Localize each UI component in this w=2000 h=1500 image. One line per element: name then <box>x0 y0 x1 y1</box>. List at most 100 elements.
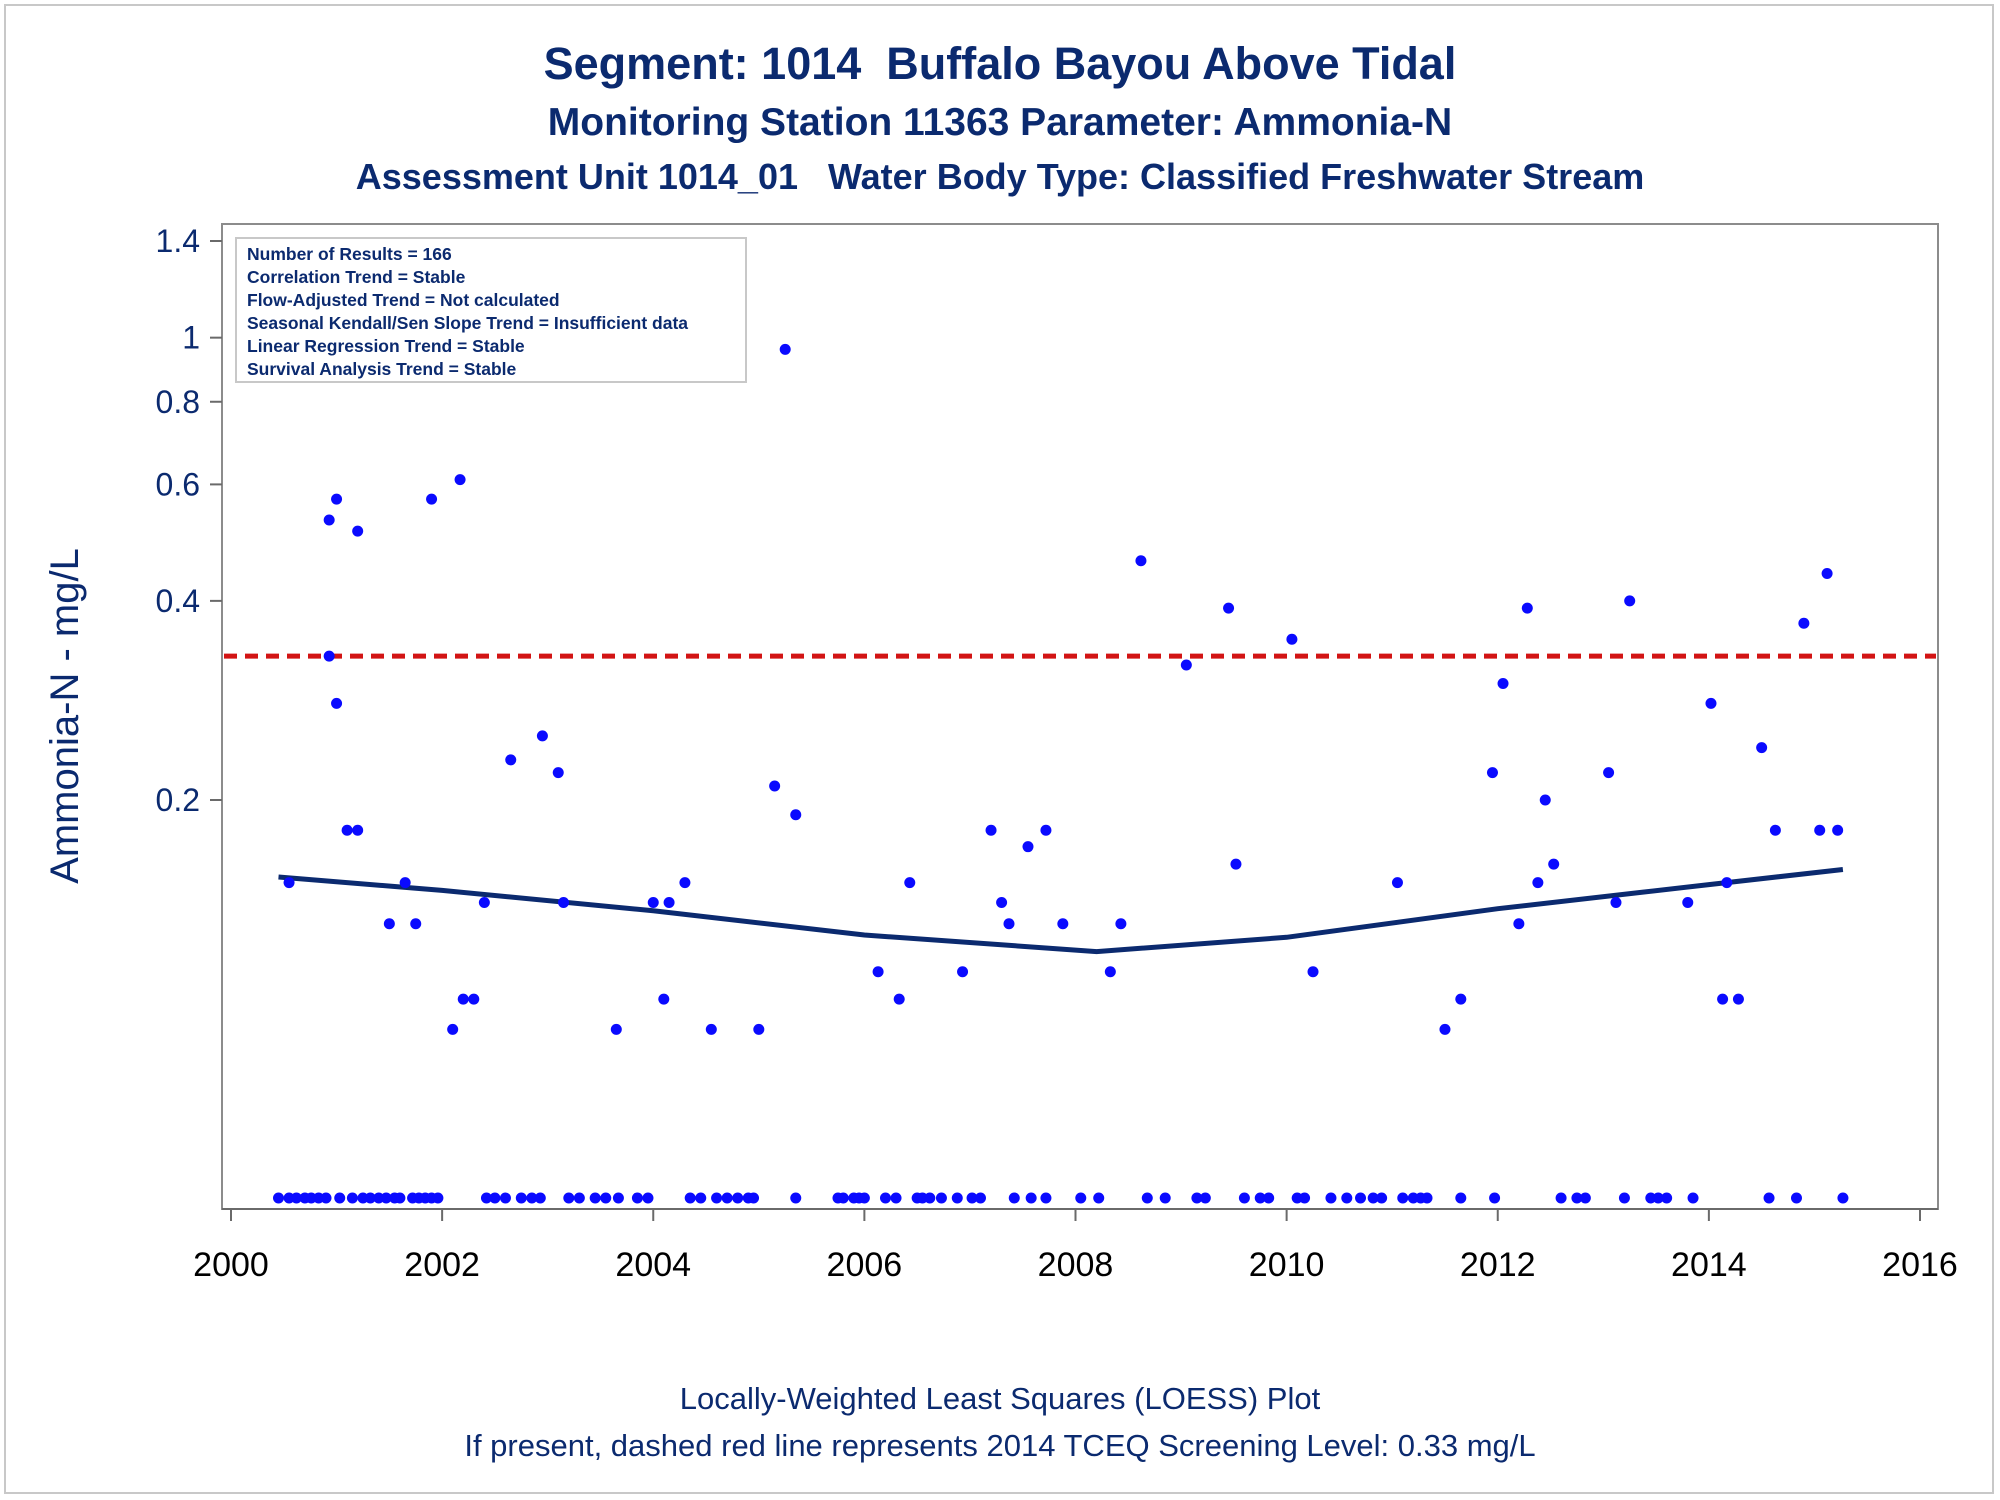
chart-subtitle-2: Assessment Unit 1014_01 Water Body Type:… <box>355 156 1645 197</box>
censored-point <box>837 1192 849 1204</box>
data-point <box>536 730 548 742</box>
censored-point <box>1238 1192 1250 1204</box>
data-point <box>1497 678 1509 690</box>
censored-point <box>1325 1192 1337 1204</box>
censored-point <box>684 1192 696 1204</box>
data-point <box>426 493 438 505</box>
data-point <box>779 343 791 355</box>
data-point <box>1022 841 1034 853</box>
censored-point <box>966 1192 978 1204</box>
data-point <box>478 896 490 908</box>
data-point <box>1486 767 1498 779</box>
censored-point <box>1376 1192 1388 1204</box>
censored-point <box>600 1192 612 1204</box>
data-point <box>1223 602 1235 614</box>
censored-point <box>1263 1192 1275 1204</box>
data-point <box>457 993 469 1005</box>
data-point <box>331 697 343 709</box>
censored-point <box>364 1192 376 1204</box>
censored-point <box>563 1192 575 1204</box>
y-tick-label: 0.6 <box>156 466 200 502</box>
censored-point <box>721 1192 733 1204</box>
data-point <box>1521 602 1533 614</box>
stats-lines: Number of Results = 166 Correlation Trend… <box>247 244 688 379</box>
censored-point <box>1075 1192 1087 1204</box>
data-point <box>1798 617 1810 629</box>
x-tick-label: 2010 <box>1249 1246 1325 1284</box>
censored-point <box>1661 1192 1673 1204</box>
censored-point <box>273 1192 285 1204</box>
data-point <box>1532 877 1544 889</box>
y-tick-label: 0.4 <box>156 583 200 619</box>
censored-point <box>1355 1192 1367 1204</box>
censored-points <box>273 1192 1849 1204</box>
y-tick-label: 1 <box>182 320 200 356</box>
data-point <box>352 525 364 537</box>
censored-point <box>1618 1192 1630 1204</box>
censored-point <box>432 1192 444 1204</box>
censored-point <box>951 1192 963 1204</box>
data-point <box>383 918 395 930</box>
censored-point <box>1421 1192 1433 1204</box>
stats-line: Correlation Trend = Stable <box>247 267 466 287</box>
data-point <box>904 877 916 889</box>
data-point <box>1732 993 1744 1005</box>
x-tick-label: 2008 <box>1038 1246 1114 1284</box>
censored-point <box>394 1192 406 1204</box>
data-point <box>753 1023 765 1035</box>
data-point <box>558 896 570 908</box>
censored-point <box>879 1192 891 1204</box>
censored-point <box>1341 1192 1353 1204</box>
censored-point <box>790 1192 802 1204</box>
x-tick-label: 2016 <box>1882 1246 1958 1284</box>
data-point <box>1821 568 1833 580</box>
data-point <box>1756 742 1768 754</box>
x-tick-label: 2004 <box>615 1246 691 1284</box>
data-point <box>705 1023 717 1035</box>
data-point <box>552 767 564 779</box>
stats-line: Number of Results = 166 <box>247 244 452 264</box>
data-point <box>1513 918 1525 930</box>
x-tick-label: 2002 <box>404 1246 480 1284</box>
censored-point <box>1687 1192 1699 1204</box>
censored-point <box>924 1192 936 1204</box>
data-points <box>283 243 1844 1035</box>
censored-point <box>1455 1192 1467 1204</box>
chart-subtitle: Monitoring Station 11363 Parameter: Ammo… <box>547 101 1453 144</box>
data-point <box>468 993 480 1005</box>
data-point <box>1721 877 1733 889</box>
censored-point <box>935 1192 947 1204</box>
data-point <box>1057 918 1069 930</box>
censored-point <box>1571 1192 1583 1204</box>
data-point <box>1682 896 1694 908</box>
data-point <box>1135 555 1147 567</box>
data-point <box>352 824 364 836</box>
data-point <box>1040 824 1052 836</box>
data-point <box>647 896 659 908</box>
stats-line: Flow-Adjusted Trend = Not calculated <box>247 290 560 310</box>
censored-point <box>642 1192 654 1204</box>
censored-point <box>612 1192 624 1204</box>
data-point <box>1717 993 1729 1005</box>
censored-point <box>890 1192 902 1204</box>
stats-box <box>235 237 747 383</box>
data-point <box>341 824 353 836</box>
data-point <box>1814 824 1826 836</box>
censored-point <box>974 1192 986 1204</box>
censored-point <box>1837 1192 1849 1204</box>
censored-point <box>499 1192 511 1204</box>
censored-point <box>1790 1192 1802 1204</box>
data-point <box>1539 794 1551 806</box>
censored-point <box>534 1192 546 1204</box>
censored-point <box>1199 1192 1211 1204</box>
censored-point <box>573 1192 585 1204</box>
censored-point <box>1367 1192 1379 1204</box>
data-point <box>769 780 781 792</box>
y-tick-label: 1.4 <box>156 223 200 259</box>
data-point <box>790 809 802 821</box>
stats-line: Linear Regression Trend = Stable <box>247 336 525 356</box>
data-point <box>1624 595 1636 607</box>
stats-line: Survival Analysis Trend = Stable <box>247 359 517 379</box>
chart-title: Segment: 1014 Buffalo Bayou Above Tidal <box>543 38 1457 89</box>
